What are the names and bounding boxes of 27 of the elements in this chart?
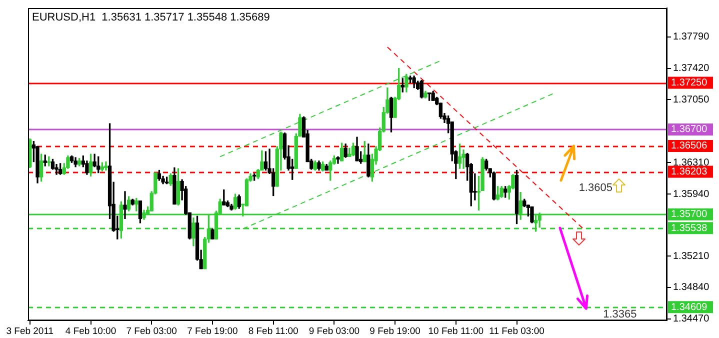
x-tick-label: 4 Feb 10:00 — [65, 326, 116, 337]
ref-line-label: 1.36506 — [671, 140, 708, 152]
y-tick-label: 1.35210 — [673, 250, 710, 262]
y-tick-label: 1.37420 — [673, 63, 710, 74]
chart-title: EURUSD,H1 1.35631 1.35717 1.35548 1.35689 — [32, 12, 270, 24]
x-tick-label: 7 Feb 19:00 — [187, 326, 238, 337]
ref-line-label: 1.34609 — [671, 302, 708, 313]
x-tick-label: 10 Feb 11:00 — [428, 326, 484, 337]
x-tick-label: 9 Feb 19:00 — [370, 326, 420, 337]
ref-line-label: 1.37250 — [671, 78, 708, 88]
y-tick-label: 1.37790 — [673, 32, 710, 43]
annotation: 1.3365 — [603, 308, 637, 321]
y-tick-label: 1.34840 — [673, 282, 710, 294]
x-tick-label: 7 Feb 03:00 — [126, 326, 177, 337]
y-tick-label: 1.34470 — [673, 314, 710, 325]
ref-line-label: 1.35538 — [671, 222, 708, 234]
y-tick-label: 1.37050 — [673, 94, 710, 106]
x-tick-label: 8 Feb 11:00 — [248, 326, 298, 337]
annotation: 1.3605 — [578, 182, 612, 194]
x-tick-label: 3 Feb 2011 — [6, 326, 54, 337]
x-tick-label: 11 Feb 03:00 — [489, 326, 544, 337]
ref-line-label: 1.36700 — [671, 124, 708, 136]
y-tick-label: 1.36310 — [673, 157, 710, 168]
ref-line-label: 1.35700 — [671, 209, 708, 220]
y-tick-label: 1.35940 — [673, 188, 710, 200]
ref-line-label: 1.36203 — [671, 166, 708, 178]
x-tick-label: 9 Feb 03:00 — [308, 326, 360, 337]
